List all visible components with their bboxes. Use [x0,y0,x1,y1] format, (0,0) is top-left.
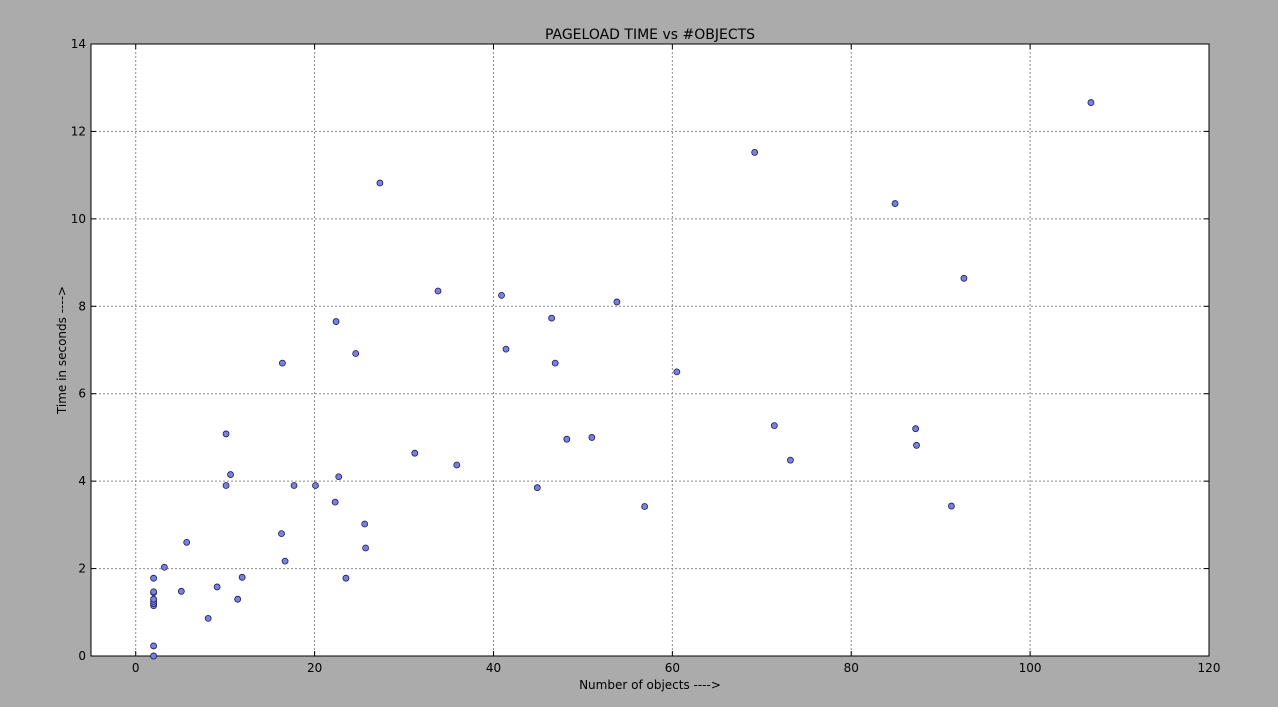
x-tick-label: 60 [665,661,680,675]
data-point [563,435,571,443]
data-point [948,502,955,510]
y-tick-label: 14 [71,37,86,51]
y-tick-label: 6 [78,387,86,401]
data-point [361,520,369,528]
data-point [279,359,286,367]
data-point [770,422,778,430]
data-point [332,318,340,325]
data-point [498,291,505,299]
y-tick-label: 2 [78,562,86,576]
data-point [160,563,168,571]
data-point [150,574,158,582]
data-points [150,99,1095,660]
x-tick-label: 40 [486,661,501,675]
data-point [177,587,185,595]
data-point [222,430,230,438]
data-point [673,368,681,376]
data-point [183,538,191,546]
x-tick-label: 20 [307,661,322,675]
data-point [641,503,649,510]
plot-area [90,43,1210,657]
data-point [278,530,285,537]
data-point [222,482,230,489]
x-tick-label: 120 [1198,661,1221,675]
x-tick-label: 80 [844,661,859,675]
x-axis-label: Number of objects ----> [579,678,721,692]
data-point [150,642,158,650]
x-tick-label: 100 [1019,661,1042,675]
axis-ticks: 0 20 40 60 80 100 120 0 2 4 6 8 10 12 14 [71,37,1221,675]
data-point [362,544,369,552]
data-point [588,434,596,441]
data-point [960,274,968,282]
data-point [434,287,442,295]
data-point [150,595,158,603]
data-point [281,557,289,565]
y-axis-label: Time in seconds ----> [55,286,69,415]
data-point [787,456,794,464]
chart-title: PAGELOAD TIME vs #OBJECTS [545,27,755,43]
data-point [312,482,319,489]
data-point [551,359,559,367]
y-tick-label: 12 [71,124,86,138]
data-point [213,583,221,591]
data-point [1087,99,1095,106]
data-point [912,425,920,433]
data-point [204,615,212,622]
data-point [331,498,339,506]
data-point [352,350,360,357]
y-tick-label: 8 [78,299,86,313]
data-point [751,149,759,156]
y-tick-label: 10 [71,212,86,226]
data-point [533,484,541,492]
data-point [891,200,899,207]
data-point [238,573,246,581]
data-point [234,595,242,603]
data-point [411,449,419,457]
data-point [453,461,461,469]
data-point [150,588,158,596]
data-point [335,473,343,481]
data-point [613,298,621,306]
data-point [913,441,920,449]
data-point [227,471,234,478]
data-point [548,314,556,322]
grid-lines [91,44,1209,656]
y-tick-label: 4 [78,474,86,488]
y-tick-label: 0 [78,649,86,663]
x-tick-label: 0 [132,661,140,675]
data-point [376,179,384,187]
data-point [342,574,350,582]
data-point [150,652,158,660]
data-point [290,482,298,489]
data-point [502,345,510,353]
